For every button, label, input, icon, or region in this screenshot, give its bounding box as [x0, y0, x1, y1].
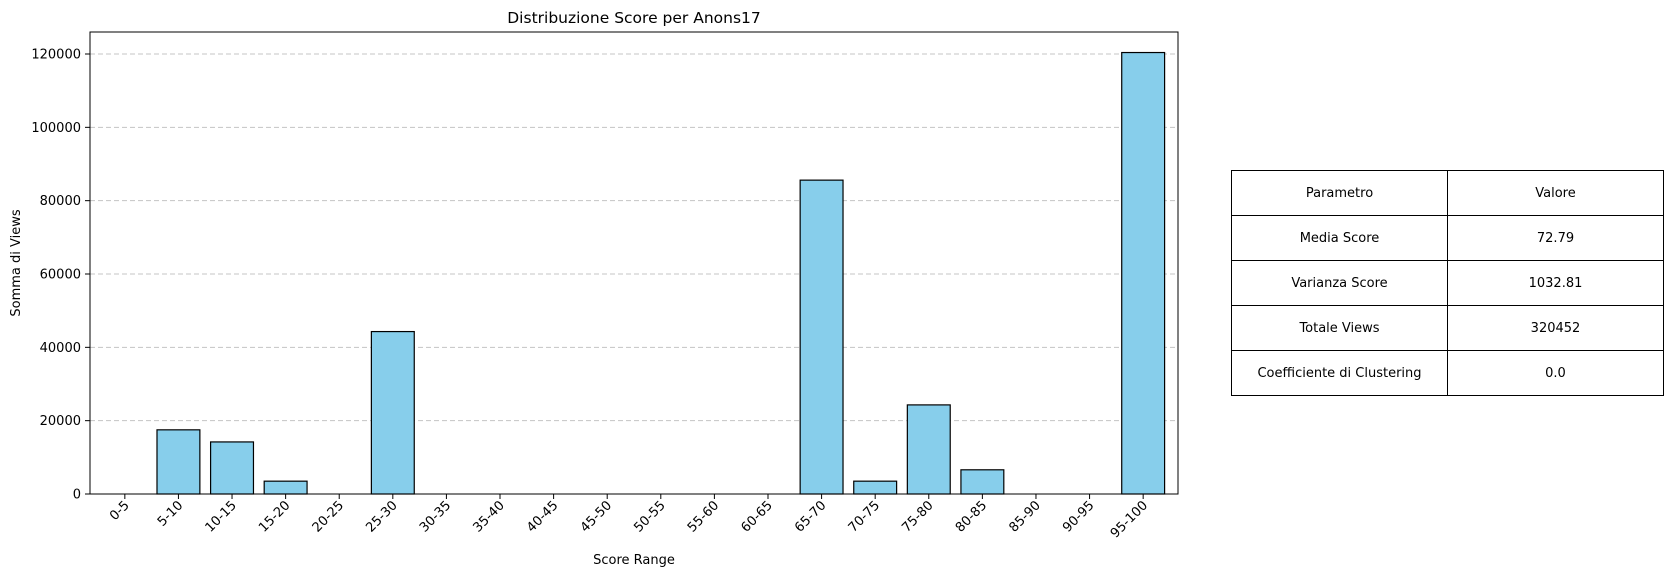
y-tick-label: 80000	[40, 194, 81, 209]
table-cell-param: Media Score	[1231, 215, 1448, 261]
bar-chart: 0 20000 40000 60000 80000 100000 120000 0-5 5-1…	[9, 9, 1179, 568]
x-tick-label: 50-55	[631, 498, 668, 535]
stats-table: Parametro Valore Media Score 72.79 Varia…	[1231, 170, 1664, 396]
bar-70-75	[853, 480, 898, 495]
bar-80-85	[960, 469, 1005, 495]
x-tick-label: 5-10	[155, 498, 186, 529]
y-tick-label: 40000	[40, 341, 81, 356]
x-tick-label: 0-5	[107, 498, 133, 524]
bar-10-15	[209, 441, 255, 495]
table-cell-value: 0.0	[1447, 350, 1664, 396]
table-cell-param: Totale Views	[1231, 305, 1448, 351]
x-tick-label: 30-35	[417, 498, 454, 535]
y-tick-label: 0	[73, 488, 81, 503]
x-tick-label: 35-40	[471, 498, 508, 535]
table-row: Totale Views 320452	[1231, 305, 1664, 351]
x-tick-label: 20-25	[310, 498, 347, 535]
plot-frame	[89, 31, 1179, 495]
x-tick-label: 15-20	[256, 498, 293, 535]
x-tick-label: 45-50	[578, 498, 615, 535]
table-cell-param: Varianza Score	[1231, 260, 1448, 306]
y-ticks: 0 20000 40000 60000 80000 100000 120000	[31, 48, 90, 503]
table-cell-value: 1032.81	[1447, 260, 1664, 306]
x-tick-label: 75-80	[899, 498, 936, 535]
bar-65-70	[799, 179, 844, 495]
bar-5-10	[156, 429, 201, 495]
table-header-cell: Parametro	[1231, 170, 1448, 216]
x-tick-label: 55-60	[685, 498, 722, 535]
table-row: Varianza Score 1032.81	[1231, 260, 1664, 306]
bar-75-80	[906, 404, 951, 495]
table-row: Coefficiente di Clustering 0.0	[1231, 350, 1664, 396]
chart-title: Distribuzione Score per Anons17	[507, 9, 761, 27]
bars	[156, 51, 1166, 495]
table-row: Media Score 72.79	[1231, 215, 1664, 261]
x-ticks: 0-5 5-10 10-15 15-20 20-25 25-30 30-35 35-40 40-…	[107, 494, 1151, 541]
table-cell-value: 320452	[1447, 305, 1664, 351]
y-axis-label: Somma di Views	[9, 209, 24, 316]
x-tick-label: 40-45	[524, 498, 561, 535]
x-tick-label: 85-90	[1006, 498, 1043, 535]
bar-25-30	[370, 330, 415, 495]
bar-15-20	[263, 480, 308, 495]
x-tick-label: 95-100	[1108, 498, 1151, 541]
y-tick-label: 120000	[31, 48, 81, 63]
table-header-cell: Valore	[1447, 170, 1664, 216]
grid-lines	[90, 53, 1178, 422]
table-cell-value: 72.79	[1447, 215, 1664, 261]
x-tick-label: 80-85	[953, 498, 990, 535]
x-tick-label: 70-75	[846, 498, 883, 535]
x-tick-label: 65-70	[792, 498, 829, 535]
x-tick-label: 10-15	[203, 498, 240, 535]
x-tick-label: 60-65	[738, 498, 775, 535]
x-tick-label: 90-95	[1060, 498, 1097, 535]
bar-95-100	[1121, 51, 1166, 495]
y-tick-label: 20000	[40, 414, 81, 429]
x-tick-label: 25-30	[363, 498, 400, 535]
table-header-row: Parametro Valore	[1231, 170, 1664, 216]
y-tick-label: 60000	[40, 268, 81, 283]
y-tick-label: 100000	[31, 121, 81, 136]
x-axis-label: Score Range	[593, 553, 675, 568]
table-cell-param: Coefficiente di Clustering	[1231, 350, 1448, 396]
